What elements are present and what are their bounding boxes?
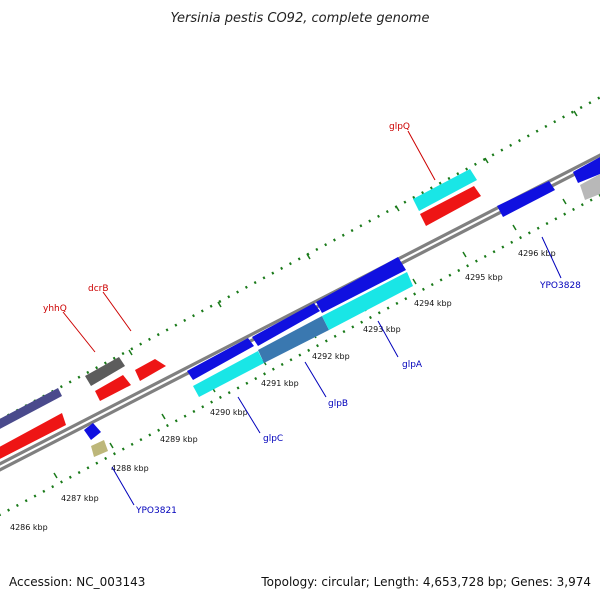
tick-label-4296: 4296 kbp xyxy=(518,249,556,258)
tick-label-4288: 4288 kbp xyxy=(111,464,149,473)
gene-feature-blue-2[interactable] xyxy=(252,303,320,346)
outer-major-ticks xyxy=(40,110,578,403)
gene-feature-YPO3821-blue[interactable] xyxy=(84,423,101,440)
gene-feature-dcrB-start[interactable] xyxy=(135,359,166,381)
tick-label-4292: 4292 kbp xyxy=(312,352,350,361)
gene-label-YPO3828: YPO3828 xyxy=(539,281,581,291)
tick-label-4293: 4293 kbp xyxy=(363,325,401,334)
gene-feature-gray-edge[interactable] xyxy=(580,174,600,200)
tick-label-4287: 4287 kbp xyxy=(61,494,99,503)
gene-feature-glpC[interactable] xyxy=(193,351,264,397)
tick-label-4295: 4295 kbp xyxy=(465,273,503,282)
gene-label-dcrB: dcrB xyxy=(88,284,109,294)
tick-label-4289: 4289 kbp xyxy=(160,435,198,444)
tick-label-4294: 4294 kbp xyxy=(414,299,452,308)
gene-label-yhhQ: yhhQ xyxy=(43,304,67,314)
gene-feature-yhhQ[interactable] xyxy=(85,357,125,386)
gene-feature-red-right[interactable] xyxy=(420,186,481,226)
label-leaders xyxy=(62,130,562,506)
genome-stats: Topology: circular; Length: 4,653,728 bp… xyxy=(260,575,591,589)
gene-feature-glpQ[interactable] xyxy=(413,169,477,211)
gene-label-glpB: glpB xyxy=(328,399,348,409)
gene-label-glpA: glpA xyxy=(402,360,423,370)
backbone-upper xyxy=(0,153,600,466)
gene-feature-YPO3821[interactable] xyxy=(91,440,108,457)
inner-dot-track xyxy=(0,193,600,517)
outer-dot-track xyxy=(0,95,600,422)
gene-label-glpC: glpC xyxy=(263,434,283,444)
gene-feature-red-mid[interactable] xyxy=(95,375,131,401)
tick-label-4290: 4290 kbp xyxy=(210,408,248,417)
gene-feature-blue-4[interactable] xyxy=(497,181,555,217)
tick-label-4286: 4286 kbp xyxy=(10,523,48,532)
gene-feature-blue-3[interactable] xyxy=(316,257,406,313)
accession-label: Accession: NC_003143 xyxy=(9,575,145,589)
gene-feature-blue-edge[interactable] xyxy=(573,157,600,183)
gene-feature-blue-1[interactable] xyxy=(187,338,254,380)
tick-label-4291: 4291 kbp xyxy=(261,379,299,388)
gene-feature-glpB[interactable] xyxy=(258,316,329,363)
gene-label-glpQ: glpQ xyxy=(389,122,410,132)
gene-label-YPO3821: YPO3821 xyxy=(135,506,177,516)
gene-feature-glpA[interactable] xyxy=(322,272,413,330)
gene-feature-red-left[interactable] xyxy=(0,413,66,462)
map-title: Yersinia pestis CO92, complete genome xyxy=(171,11,430,26)
gene-feature-slate[interactable] xyxy=(0,388,62,432)
